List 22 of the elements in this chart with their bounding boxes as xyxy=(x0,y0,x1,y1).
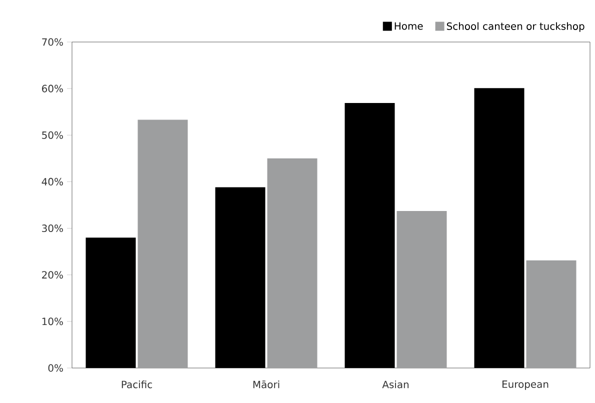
y-tick-label: 20% xyxy=(42,271,63,279)
bar xyxy=(215,187,266,368)
bar xyxy=(138,120,188,368)
x-tick-label: European xyxy=(502,380,548,390)
bar xyxy=(267,158,318,368)
bar xyxy=(86,238,136,368)
y-tick-label: 0% xyxy=(48,364,63,372)
bar xyxy=(396,211,447,368)
bar xyxy=(344,103,395,368)
legend-label: School canteen or tuckshop xyxy=(446,22,584,32)
bar xyxy=(526,260,576,368)
y-tick-label: 60% xyxy=(42,84,63,92)
bar xyxy=(474,88,524,368)
x-tick-label: Pacific xyxy=(122,380,152,388)
y-tick-label: 10% xyxy=(42,318,63,326)
legend-label: Home xyxy=(394,22,423,30)
y-tick-label: 40% xyxy=(42,178,63,186)
x-tick-label: Māori xyxy=(253,380,280,388)
x-tick-label: Asian xyxy=(382,380,409,388)
y-tick-label: 70% xyxy=(42,38,63,46)
y-tick-label: 50% xyxy=(42,131,63,139)
y-tick-label: 30% xyxy=(42,224,63,232)
